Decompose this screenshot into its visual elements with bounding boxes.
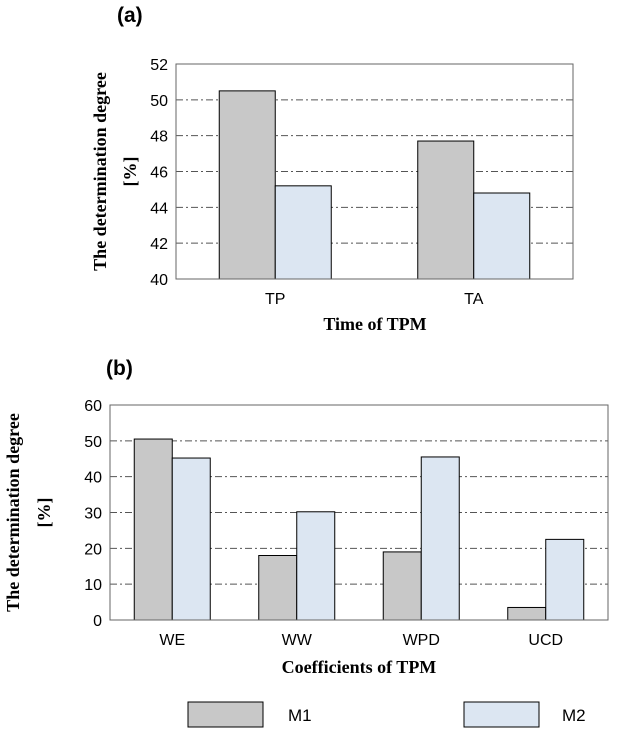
legend-swatch-m2 (463, 701, 540, 728)
panel-label: (b) (106, 357, 133, 380)
bar-m1-ta (417, 140, 475, 280)
y-tick-label: 48 (150, 129, 168, 146)
bar-m1-wpd (382, 551, 422, 621)
bar-m2-ww (296, 511, 336, 621)
bar-m2-ta (473, 192, 531, 280)
chart-panel-a: (a) 40 42 44 46 48 50 52 TP TA Time of TPM The dete… (90, 4, 574, 334)
panel-label: (a) (117, 4, 143, 27)
y-tick-label: 0 (93, 613, 102, 630)
x-tick-label: WPD (403, 632, 440, 649)
y-tick-label: 50 (84, 434, 102, 451)
x-axis-title: Coefficients of TPM (282, 657, 437, 677)
y-tick-label: 46 (150, 165, 168, 182)
x-tick-label: TP (265, 291, 285, 308)
y-axis-title-line-2: [%] (34, 498, 54, 528)
bar-m2-wpd (420, 456, 460, 621)
x-tick-label: UCD (528, 632, 563, 649)
y-tick-label: 52 (150, 57, 168, 74)
x-axis-title: Time of TPM (323, 314, 426, 334)
y-tick-label: 40 (84, 470, 102, 487)
bar-m2-ucd (545, 538, 585, 621)
x-tick-label: WW (282, 632, 313, 649)
y-tick-label: 20 (84, 541, 102, 558)
bar-m2-we (171, 457, 211, 621)
y-tick-label: 10 (84, 577, 102, 594)
plot-frame (109, 404, 609, 621)
bar-m1-tp (218, 90, 276, 280)
legend-label-m2: M2 (562, 706, 586, 725)
y-axis-title-line-2: [%] (120, 157, 140, 187)
x-tick-label: TA (464, 291, 484, 308)
plot-frame (175, 63, 574, 280)
y-tick-label: 44 (150, 200, 168, 217)
y-tick-label: 50 (150, 93, 168, 110)
y-tick-label: 60 (84, 398, 102, 415)
y-tick-label: 42 (150, 236, 168, 253)
x-tick-label: WE (159, 632, 185, 649)
y-axis-title-line-1: The determination degree (90, 72, 110, 271)
y-tick-label: 40 (150, 272, 168, 289)
bar-m1-ucd (507, 606, 547, 621)
y-tick-label: 30 (84, 506, 102, 523)
bar-m1-we (133, 438, 173, 621)
legend: M1 M2 (187, 701, 586, 728)
bar-m2-tp (274, 185, 332, 280)
bar-m1-ww (258, 555, 298, 621)
legend-swatch-m1 (187, 701, 264, 728)
chart-panel-b: (b) 0 10 20 30 40 50 60 WE WW WPD UCD Coefficients o… (3, 357, 609, 677)
y-axis-title-line-1: The determination degree (3, 413, 23, 612)
legend-label-m1: M1 (288, 706, 312, 725)
